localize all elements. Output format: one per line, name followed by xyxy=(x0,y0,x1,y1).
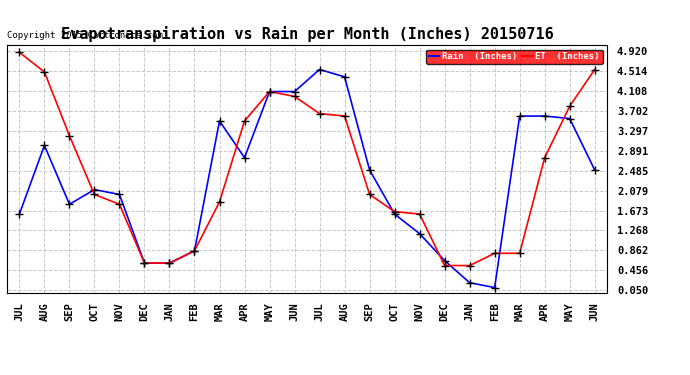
Text: Copyright 2015 Cartronics.com: Copyright 2015 Cartronics.com xyxy=(7,31,163,40)
Legend: Rain  (Inches), ET  (Inches): Rain (Inches), ET (Inches) xyxy=(426,50,602,64)
Title: Evapotranspiration vs Rain per Month (Inches) 20150716: Evapotranspiration vs Rain per Month (In… xyxy=(61,27,553,42)
